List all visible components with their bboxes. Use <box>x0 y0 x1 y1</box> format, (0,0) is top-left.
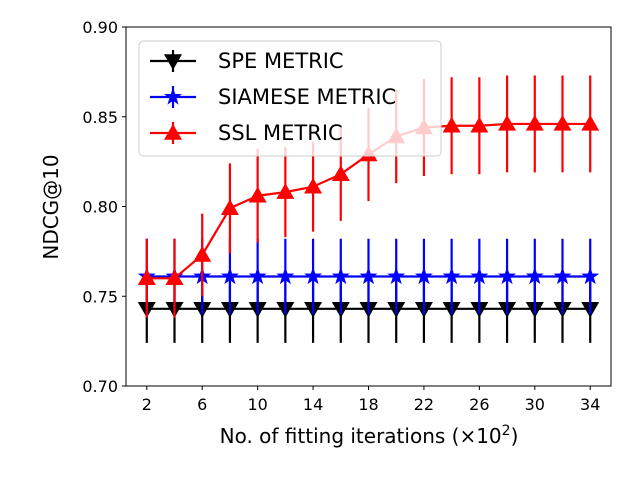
data-point <box>304 267 323 285</box>
data-point <box>248 186 267 203</box>
x-axis-title-close: ) <box>511 424 519 448</box>
y-tick-label: 0.90 <box>82 18 118 37</box>
data-point <box>581 267 600 285</box>
legend-marker <box>164 87 182 105</box>
data-point <box>498 267 517 285</box>
data-point <box>220 199 239 216</box>
legend-label: SPE METRIC <box>218 49 344 73</box>
data-point <box>553 267 572 285</box>
data-point <box>331 165 350 181</box>
data-point <box>193 245 212 262</box>
legend-label: SSL METRIC <box>218 121 343 145</box>
x-tick-label: 30 <box>525 395 545 414</box>
data-point <box>248 267 267 285</box>
axis-ticks: 2 6 10 14 18 22 26 30 340.700.750.800.850.90 <box>82 18 600 414</box>
data-point <box>387 267 406 285</box>
x-tick-label: 14 <box>303 395 323 414</box>
x-tick-label: 10 <box>247 395 267 414</box>
legend-marker <box>164 124 182 140</box>
legend-box <box>138 40 442 157</box>
legend: SPE METRIC SIAMESE METRIC SSL METRIC <box>138 40 442 157</box>
data-point <box>359 267 378 285</box>
y-tick-label: 0.75 <box>82 287 118 306</box>
legend-label: SIAMESE METRIC <box>218 85 396 109</box>
x-axis-title-exponent: 2 <box>502 423 511 439</box>
x-axis-title: No. of fitting iterations (×102) <box>220 423 519 448</box>
y-tick-label: 0.70 <box>82 377 118 396</box>
data-point <box>220 267 239 285</box>
x-axis-title-main: No. of fitting iterations (×10 <box>220 424 502 448</box>
legend-entry: SPE METRIC <box>150 49 344 73</box>
x-tick-label: 26 <box>469 395 489 414</box>
y-tick-label: 0.85 <box>82 108 118 127</box>
data-point <box>498 114 517 131</box>
data-point <box>553 114 572 131</box>
data-point <box>581 114 600 131</box>
data-point <box>470 267 489 285</box>
data-point <box>276 267 295 285</box>
data-point <box>470 116 489 133</box>
x-tick-label: 22 <box>414 395 434 414</box>
data-point <box>525 114 544 131</box>
data-point <box>414 267 433 285</box>
legend-entry: SSL METRIC <box>150 121 343 145</box>
legend-entry: SIAMESE METRIC <box>150 85 396 109</box>
data-point <box>137 269 156 286</box>
series-layer <box>137 75 600 343</box>
data-point <box>442 116 461 133</box>
x-tick-label: 2 <box>142 395 152 414</box>
data-point <box>525 267 544 285</box>
data-point <box>276 183 295 199</box>
data-point <box>304 177 323 194</box>
data-point <box>165 269 184 286</box>
x-tick-label: 18 <box>358 395 378 414</box>
y-axis-title: NDCG@10 <box>39 154 63 259</box>
data-point <box>331 267 350 285</box>
y-tick-label: 0.80 <box>82 198 118 217</box>
x-tick-label: 34 <box>580 395 600 414</box>
data-point <box>442 267 461 285</box>
legend-marker <box>164 54 182 70</box>
x-tick-label: 6 <box>197 395 207 414</box>
